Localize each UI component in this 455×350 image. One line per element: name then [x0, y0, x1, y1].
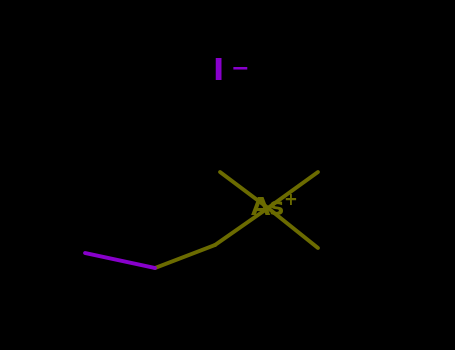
Text: As: As: [251, 196, 285, 220]
Text: −: −: [231, 58, 249, 78]
Text: +: +: [283, 191, 297, 209]
Text: I: I: [212, 57, 224, 86]
